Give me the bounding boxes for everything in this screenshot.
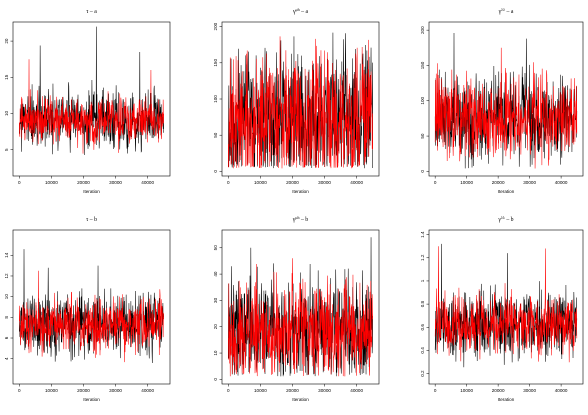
y-tick-label: 100 (420, 96, 425, 104)
x-tick-label: 20000 (286, 388, 299, 393)
panel-6-title: γλλ – b (497, 215, 513, 223)
x-axis-label: Iteration (292, 397, 309, 402)
x-tick-label: 20000 (77, 388, 90, 393)
x-axis-label: Iteration (498, 397, 515, 402)
y-tick-label: 0 (213, 378, 218, 381)
x-tick-label: 30000 (318, 388, 331, 393)
panel-1-title: τ – a (86, 9, 97, 15)
y-tick-label: 30 (213, 297, 218, 303)
x-tick-label: 0 (227, 388, 230, 393)
x-tick-label: 30000 (523, 180, 536, 185)
plot-frame (428, 21, 584, 177)
x-tick-label: 10000 (460, 180, 473, 185)
y-tick-label: 20 (4, 38, 9, 44)
x-tick-label: 30000 (109, 180, 122, 185)
x-tick-label: 20000 (286, 180, 299, 185)
y-tick-label: 0.8 (420, 300, 425, 307)
panel-5-title: γμh – b (292, 215, 309, 223)
trace-panel-3: 0 10000 20000 30000 40000 0 50 100 150 200 Iterati… (420, 7, 584, 194)
chain-2-trace (19, 270, 164, 363)
y-tick-label: 4 (4, 357, 9, 360)
y-tick-label: 50 (213, 132, 218, 138)
x-tick-label: 20000 (77, 180, 90, 185)
x-tick-label: 40000 (350, 180, 363, 185)
x-tick-label: 0 (18, 180, 21, 185)
x-axis-label: Iteration (498, 189, 515, 194)
y-tick-label: 200 (213, 22, 218, 30)
x-tick-label: 0 (227, 180, 230, 185)
chain-2-trace (434, 47, 578, 169)
panel-3-title: γλλ – a (498, 7, 514, 15)
y-tick-label: 200 (420, 26, 425, 34)
x-tick-label: 10000 (254, 388, 267, 393)
chain-2-trace (434, 246, 578, 363)
trace-panel-1: 0 10000 20000 30000 40000 5 10 15 20 Iteration τ –… (4, 9, 171, 194)
plot-frame (12, 21, 171, 177)
x-axis-label: Iteration (292, 189, 309, 194)
y-tick-label: 10 (213, 350, 218, 356)
y-tick-label: 14 (4, 252, 9, 258)
y-tick-label: 6 (4, 336, 9, 339)
x-tick-label: 30000 (109, 388, 122, 393)
chain-1-trace (19, 249, 164, 363)
x-tick-label: 0 (18, 388, 21, 393)
y-tick-label: 10 (4, 110, 9, 116)
x-tick-label: 10000 (45, 180, 58, 185)
y-tick-label: 40 (213, 271, 218, 277)
x-axis-label: Iteration (83, 189, 100, 194)
y-tick-label: 5 (4, 148, 9, 151)
trace-panel-6: 0 10000 20000 30000 40000 0.2 0.4 0.6 0.8 1 1.2 1.4… (420, 215, 584, 402)
x-tick-label: 40000 (141, 180, 154, 185)
x-tick-label: 40000 (555, 388, 568, 393)
x-tick-label: 40000 (555, 180, 568, 185)
chain-2-trace (19, 59, 164, 154)
y-tick-label: 1.4 (420, 231, 425, 238)
x-tick-label: 0 (434, 388, 437, 393)
y-tick-label: 0.6 (420, 324, 425, 331)
x-tick-label: 30000 (318, 180, 331, 185)
y-tick-label: 12 (4, 273, 9, 279)
x-tick-label: 20000 (492, 388, 505, 393)
trace-panel-4: 0 10000 20000 30000 40000 4 6 8 10 12 14 Iteration τ… (4, 217, 171, 402)
y-tick-label: 1.2 (420, 254, 425, 261)
x-tick-label: 10000 (460, 388, 473, 393)
y-tick-label: 10 (4, 294, 9, 300)
y-tick-label: 1 (420, 279, 425, 282)
y-tick-label: 20 (213, 324, 218, 330)
x-tick-label: 10000 (45, 388, 58, 393)
y-tick-label: 50 (213, 245, 218, 251)
y-tick-label: 8 (4, 316, 9, 319)
y-tick-label: 0.2 (420, 370, 425, 377)
y-tick-label: 150 (213, 59, 218, 67)
x-axis-label: Iteration (83, 397, 100, 402)
chain-1-trace (19, 26, 164, 155)
chain-2-trace (228, 36, 373, 169)
panel-4-title: τ – b (86, 217, 97, 223)
x-tick-label: 20000 (492, 180, 505, 185)
x-tick-label: 40000 (350, 388, 363, 393)
y-tick-label: 15 (4, 74, 9, 80)
x-tick-label: 30000 (523, 388, 536, 393)
panel-2-title: γμh – a (292, 7, 309, 15)
plot-frame (221, 229, 380, 385)
chain-2-trace (228, 258, 373, 377)
y-tick-label: 0 (213, 170, 218, 173)
x-tick-label: 40000 (141, 388, 154, 393)
x-tick-label: 0 (434, 180, 437, 185)
y-tick-label: 0 (420, 170, 425, 173)
trace-panel-5: 0 10000 20000 30000 40000 0 10 20 30 40 50 Iteratio… (213, 215, 380, 402)
trace-panel-2: 0 10000 20000 30000 40000 0 50 100 150 200 Iterati… (213, 7, 380, 194)
y-tick-label: 0.4 (420, 347, 425, 354)
y-tick-label: 50 (420, 133, 425, 139)
x-tick-label: 10000 (254, 180, 267, 185)
y-tick-label: 100 (213, 95, 218, 103)
plot-frame (12, 229, 171, 385)
plot-frame (428, 229, 584, 385)
y-tick-label: 150 (420, 61, 425, 69)
